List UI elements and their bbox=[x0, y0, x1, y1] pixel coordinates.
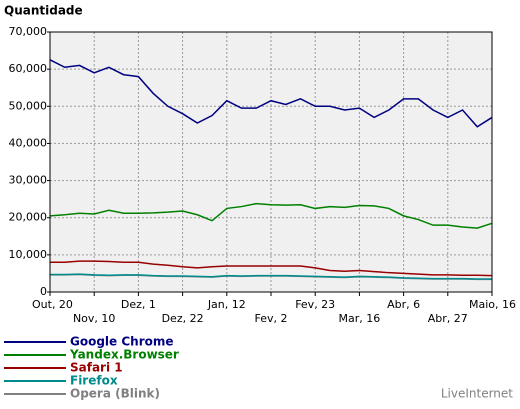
y-tick-label: 0 bbox=[40, 285, 47, 298]
legend-label: Google Chrome bbox=[70, 335, 174, 349]
source-label: LiveInternet bbox=[441, 387, 513, 401]
y-tick-label: 40,000 bbox=[9, 136, 48, 149]
x-tick-label: Nov, 10 bbox=[73, 312, 115, 325]
legend-label: Yandex.Browser bbox=[69, 348, 179, 362]
series-line bbox=[49, 202, 493, 229]
x-tick-label: Abr, 27 bbox=[428, 312, 468, 325]
series-line bbox=[50, 260, 493, 277]
x-tick-label: Fev, 23 bbox=[295, 298, 335, 311]
y-tick-label: 60,000 bbox=[9, 62, 48, 75]
series-line bbox=[49, 59, 493, 128]
legend-label: Opera (Blink) bbox=[70, 387, 160, 401]
series-line bbox=[50, 273, 492, 280]
x-tick-label: Dez, 22 bbox=[162, 312, 204, 325]
y-tick-label: 10,000 bbox=[9, 248, 48, 261]
x-tick-label: Out, 20 bbox=[32, 298, 73, 311]
plot-border bbox=[49, 31, 493, 293]
y-tick-label: 20,000 bbox=[9, 211, 48, 224]
y-tick-label: 30,000 bbox=[9, 174, 48, 187]
x-tick-label: Abr, 6 bbox=[387, 298, 420, 311]
x-tick-label: Fev, 2 bbox=[255, 312, 288, 325]
x-tick-label: Dez, 1 bbox=[121, 298, 156, 311]
y-tick-label: 50,000 bbox=[9, 99, 48, 112]
legend-label: Firefox bbox=[70, 374, 118, 388]
y-tick-label: 70,000 bbox=[9, 25, 48, 38]
x-tick-label: Mar, 16 bbox=[339, 312, 381, 325]
legend-label: Safari 1 bbox=[70, 361, 123, 375]
x-tick-label: Maio, 16 bbox=[469, 298, 516, 311]
chart-title: Quantidade bbox=[4, 4, 83, 18]
x-tick-label: Jan, 12 bbox=[207, 298, 246, 311]
